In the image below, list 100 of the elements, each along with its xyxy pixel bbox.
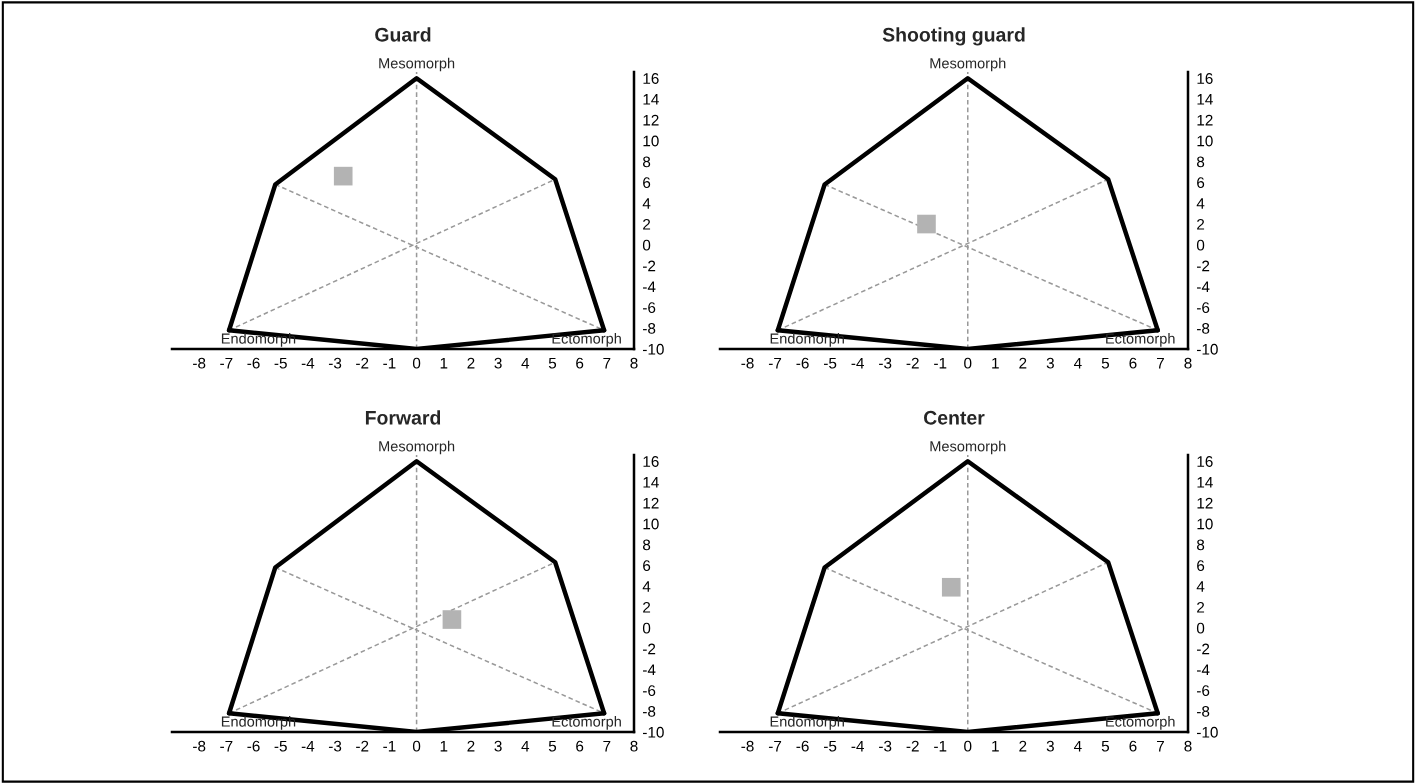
- y-tick-label: 0: [1196, 239, 1205, 251]
- x-tick-label: 8: [630, 357, 638, 369]
- y-tick-label: -4: [1197, 281, 1210, 293]
- x-tick-label: -6: [247, 357, 260, 369]
- x-tick-label: -5: [274, 357, 287, 369]
- annotation: Ectomorph: [1106, 333, 1175, 347]
- x-tick-label: 4: [1073, 740, 1082, 752]
- x-tick-label: 7: [1157, 357, 1164, 369]
- x-tick-label: -4: [851, 357, 864, 369]
- y-tick-label: 8: [643, 156, 651, 168]
- x-tick-label: -8: [741, 740, 754, 752]
- y-tick-label: -10: [1197, 343, 1218, 355]
- x-tick-label: -2: [906, 357, 919, 369]
- x-tick-label: -5: [274, 740, 287, 752]
- y-tick-label: -4: [1197, 664, 1210, 676]
- y-tick-label: 8: [1197, 539, 1205, 551]
- x-tick-label: -4: [301, 740, 315, 752]
- x-tick-label: -8: [193, 357, 206, 369]
- x-tick-label: 4: [1073, 357, 1082, 369]
- x-tick-label: -3: [879, 740, 892, 752]
- chart-title: Guard: [375, 27, 431, 42]
- y-tick-label: -8: [643, 706, 656, 717]
- x-tick-label: 3: [1046, 740, 1054, 752]
- x-tick-label: -5: [824, 357, 837, 369]
- x-tick-label: -1: [934, 357, 947, 369]
- y-tick-label: 14: [643, 477, 659, 488]
- annotation: Mesomorph: [930, 440, 1006, 455]
- x-tick-label: 2: [1019, 740, 1027, 752]
- y-tick-label: -10: [643, 726, 664, 738]
- x-tick-label: -5: [824, 740, 837, 752]
- y-tick-label: 12: [1197, 114, 1213, 126]
- x-tick-label: 6: [576, 740, 584, 752]
- x-tick-label: -7: [220, 740, 233, 752]
- y-tick-label: -4: [643, 664, 656, 676]
- x-tick-label: 2: [1019, 357, 1027, 369]
- y-tick-label: 2: [1197, 218, 1205, 230]
- y-tick-label: -2: [643, 643, 656, 655]
- y-tick-label: 14: [1197, 94, 1213, 105]
- x-tick-label: 8: [630, 740, 638, 752]
- x-tick-label: -2: [906, 740, 919, 752]
- x-tick-label: -8: [193, 740, 206, 752]
- annotation: Mesomorph: [379, 440, 455, 455]
- x-tick-label: 2: [467, 357, 475, 369]
- y-tick-label: -4: [643, 281, 656, 293]
- y-tick-label: 8: [643, 539, 651, 551]
- y-tick-label: 10: [1197, 135, 1213, 147]
- y-tick-label: 2: [643, 601, 651, 613]
- y-tick-label: 16: [643, 456, 659, 467]
- x-tick-label: 1: [440, 740, 448, 752]
- x-tick-label: -1: [934, 740, 947, 752]
- chart-title: Shooting guard: [882, 27, 1025, 46]
- annotation: Ectomorph: [552, 716, 621, 730]
- x-tick-label: 6: [1129, 740, 1137, 752]
- y-tick-label: -6: [643, 685, 656, 697]
- y-tick-label: 6: [643, 177, 651, 189]
- x-tick-label: 8: [1184, 740, 1192, 752]
- y-tick-label: 4: [1196, 581, 1205, 592]
- y-tick-label: -6: [1197, 685, 1210, 697]
- x-tick-label: -2: [356, 740, 369, 752]
- x-tick-label: 4: [521, 357, 530, 369]
- y-tick-label: 12: [643, 497, 659, 509]
- x-tick-label: -2: [356, 357, 369, 369]
- x-tick-label: -6: [796, 740, 809, 752]
- annotation: Ectomorph: [1106, 716, 1175, 730]
- y-tick-label: -2: [1197, 260, 1210, 272]
- x-tick-label: 5: [1101, 740, 1110, 752]
- y-tick-label: 16: [1197, 73, 1213, 84]
- x-tick-label: -7: [768, 740, 782, 752]
- y-tick-label: -10: [1197, 726, 1218, 738]
- x-tick-label: 5: [548, 740, 557, 752]
- x-tick-label: 1: [992, 357, 999, 369]
- y-tick-label: 12: [643, 114, 659, 126]
- y-tick-label: 2: [1197, 601, 1205, 613]
- y-tick-label: 16: [1197, 456, 1213, 467]
- x-tick-label: -6: [796, 357, 809, 369]
- y-tick-label: 4: [642, 198, 651, 209]
- x-tick-label: 3: [494, 740, 502, 752]
- y-tick-label: 16: [643, 73, 659, 84]
- y-tick-label: 14: [1197, 477, 1213, 488]
- x-tick-label: 0: [412, 740, 421, 752]
- y-tick-label: 10: [1197, 518, 1213, 530]
- x-tick-label: -8: [741, 357, 754, 369]
- y-tick-label: -10: [643, 343, 664, 355]
- x-tick-label: 7: [1157, 740, 1164, 752]
- x-tick-label: 5: [548, 357, 557, 369]
- chart-title: Forward: [365, 410, 441, 425]
- x-tick-label: -7: [768, 357, 782, 369]
- x-tick-label: 1: [992, 740, 999, 752]
- x-tick-label: 4: [521, 740, 530, 752]
- annotation: Ectomorph: [552, 333, 621, 347]
- y-tick-label: 6: [1197, 177, 1205, 189]
- x-tick-label: 8: [1184, 357, 1192, 369]
- y-tick-label: 0: [1196, 622, 1205, 634]
- x-tick-label: -3: [879, 357, 892, 369]
- x-tick-label: -3: [328, 740, 342, 752]
- x-tick-label: 7: [603, 740, 611, 752]
- x-tick-label: -4: [301, 357, 315, 369]
- chart-title: Center: [924, 410, 985, 425]
- x-tick-label: -1: [383, 357, 396, 369]
- y-tick-label: 2: [643, 218, 651, 230]
